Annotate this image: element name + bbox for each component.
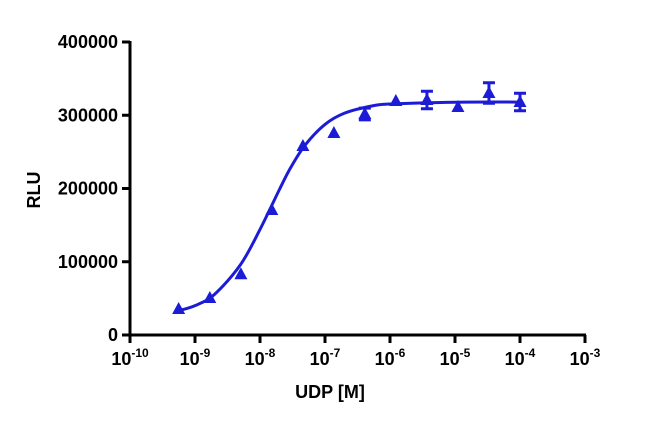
x-tick-label: 10-4 bbox=[505, 346, 536, 369]
data-point bbox=[172, 301, 186, 314]
data-point bbox=[234, 267, 248, 280]
data-point bbox=[389, 93, 403, 106]
x-tick-label: 10-9 bbox=[180, 346, 211, 369]
data-point bbox=[451, 99, 465, 112]
y-tick-label: 100000 bbox=[58, 252, 118, 272]
x-axis-label: UDP [M] bbox=[295, 382, 365, 402]
x-tick-label: 10-5 bbox=[440, 346, 471, 369]
data-point bbox=[420, 93, 434, 106]
y-tick-label: 200000 bbox=[58, 179, 118, 199]
x-tick-label: 10-10 bbox=[111, 346, 149, 369]
x-tick-label: 10-8 bbox=[245, 346, 276, 369]
data-point bbox=[327, 126, 341, 139]
data-point bbox=[513, 94, 527, 107]
data-point bbox=[203, 291, 217, 304]
data-point bbox=[482, 85, 496, 98]
y-tick-label: 400000 bbox=[58, 32, 118, 52]
fit-curve bbox=[178, 100, 521, 313]
x-tick-label: 10-3 bbox=[570, 346, 601, 369]
y-axis-label: RLU bbox=[24, 172, 44, 209]
data-point bbox=[296, 139, 310, 152]
y-tick-label: 0 bbox=[108, 325, 118, 345]
data-point bbox=[265, 203, 279, 216]
data-point bbox=[358, 107, 372, 120]
y-tick-label: 300000 bbox=[58, 105, 118, 125]
x-tick-label: 10-7 bbox=[310, 346, 341, 369]
x-tick-label: 10-6 bbox=[375, 346, 406, 369]
